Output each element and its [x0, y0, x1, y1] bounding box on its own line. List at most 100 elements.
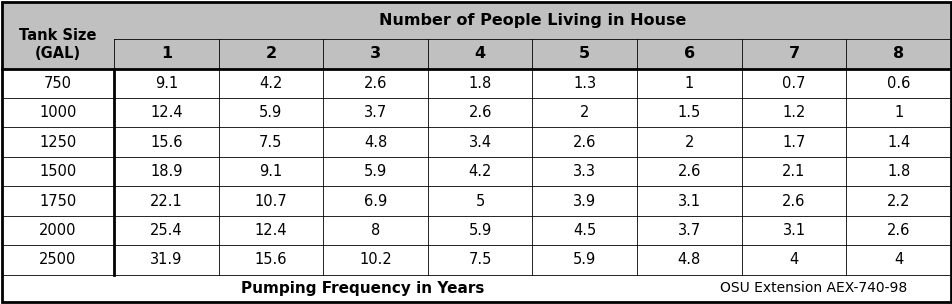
Bar	[532, 127, 637, 157]
Bar	[845, 98, 950, 127]
Bar	[637, 69, 741, 98]
Text: 1.7: 1.7	[782, 135, 804, 150]
Bar	[741, 216, 845, 245]
Text: 2.6: 2.6	[572, 135, 596, 150]
Text: 2.6: 2.6	[782, 194, 804, 209]
Bar	[114, 216, 218, 245]
Bar	[637, 127, 741, 157]
Bar	[427, 245, 532, 275]
Bar	[427, 127, 532, 157]
Bar	[741, 98, 845, 127]
Bar	[845, 216, 950, 245]
Bar	[532, 245, 637, 275]
Bar	[114, 98, 218, 127]
Bar	[637, 216, 741, 245]
Bar	[323, 39, 427, 69]
Bar	[532, 186, 637, 216]
Text: 4: 4	[893, 252, 902, 267]
Bar	[323, 69, 427, 98]
Text: 2.6: 2.6	[677, 164, 701, 179]
Bar	[427, 216, 532, 245]
Bar	[2, 127, 114, 157]
Text: 3.9: 3.9	[573, 194, 596, 209]
Bar	[741, 157, 845, 186]
Bar	[323, 157, 427, 186]
Text: 4.2: 4.2	[468, 164, 491, 179]
Text: 3.7: 3.7	[364, 105, 387, 120]
Text: 1.5: 1.5	[677, 105, 701, 120]
Text: 4.2: 4.2	[259, 76, 283, 91]
Bar	[845, 186, 950, 216]
Text: 31.9: 31.9	[150, 252, 183, 267]
Text: 2.6: 2.6	[468, 105, 491, 120]
Bar	[845, 157, 950, 186]
Text: 1000: 1000	[39, 105, 76, 120]
Text: 7.5: 7.5	[468, 252, 491, 267]
Text: 1: 1	[161, 47, 171, 61]
Text: OSU Extension AEX-740-98: OSU Extension AEX-740-98	[719, 281, 906, 295]
Text: 5.9: 5.9	[259, 105, 282, 120]
Text: 3: 3	[369, 47, 381, 61]
Text: 3.7: 3.7	[677, 223, 701, 238]
Bar	[2, 157, 114, 186]
Text: 3.1: 3.1	[782, 223, 804, 238]
Bar	[218, 186, 323, 216]
Text: 2: 2	[265, 47, 276, 61]
Bar	[114, 2, 950, 39]
Bar	[532, 216, 637, 245]
Text: Tank Size: Tank Size	[19, 28, 97, 43]
Bar	[427, 98, 532, 127]
Bar	[218, 245, 323, 275]
Text: 4.5: 4.5	[572, 223, 596, 238]
Text: 8: 8	[892, 47, 903, 61]
Text: (GAL): (GAL)	[35, 47, 81, 61]
Bar	[637, 39, 741, 69]
Bar	[637, 98, 741, 127]
Text: 1: 1	[893, 105, 902, 120]
Bar	[2, 69, 114, 98]
Bar	[741, 39, 845, 69]
Bar	[323, 216, 427, 245]
Text: 5.9: 5.9	[364, 164, 387, 179]
Text: 2500: 2500	[39, 252, 76, 267]
Bar	[637, 245, 741, 275]
Text: 5.9: 5.9	[572, 252, 596, 267]
Text: 3.1: 3.1	[677, 194, 701, 209]
Bar	[427, 69, 532, 98]
Text: 2: 2	[580, 105, 589, 120]
Text: 1: 1	[684, 76, 693, 91]
Bar	[845, 127, 950, 157]
Bar	[845, 39, 950, 69]
Bar	[218, 98, 323, 127]
Text: 9.1: 9.1	[154, 76, 178, 91]
Bar	[637, 157, 741, 186]
Bar	[637, 186, 741, 216]
Text: 4.8: 4.8	[364, 135, 387, 150]
Bar	[218, 216, 323, 245]
Text: 750: 750	[44, 76, 72, 91]
Bar	[323, 127, 427, 157]
Text: 1.8: 1.8	[468, 76, 491, 91]
Text: 1500: 1500	[39, 164, 76, 179]
Bar	[741, 245, 845, 275]
Text: Number of People Living in House: Number of People Living in House	[378, 13, 685, 28]
Text: 22.1: 22.1	[149, 194, 183, 209]
Bar	[218, 69, 323, 98]
Text: 2: 2	[684, 135, 693, 150]
Bar	[2, 98, 114, 127]
Text: 25.4: 25.4	[149, 223, 183, 238]
Text: 0.6: 0.6	[886, 76, 909, 91]
Text: 1.3: 1.3	[573, 76, 596, 91]
Text: 0.7: 0.7	[782, 76, 805, 91]
Bar	[218, 127, 323, 157]
Bar	[2, 2, 114, 69]
Bar	[532, 157, 637, 186]
Bar	[114, 39, 218, 69]
Text: 1.4: 1.4	[886, 135, 909, 150]
Text: 2.6: 2.6	[886, 223, 909, 238]
Bar	[845, 69, 950, 98]
Text: 5: 5	[579, 47, 589, 61]
Bar	[2, 186, 114, 216]
Bar	[427, 39, 532, 69]
Text: 1.8: 1.8	[886, 164, 909, 179]
